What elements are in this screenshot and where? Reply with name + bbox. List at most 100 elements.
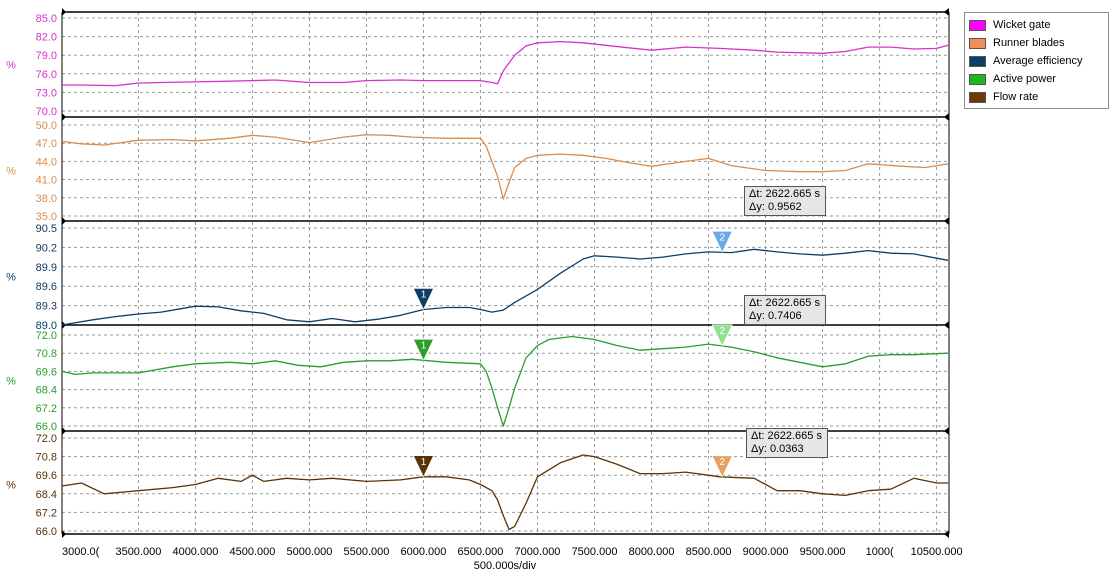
cursor-1-marker-power[interactable]: 1	[412, 338, 434, 361]
legend-swatch	[969, 19, 986, 31]
axis-arrow-left	[62, 113, 66, 121]
x-tick-label: 6500.000	[458, 546, 504, 558]
x-tick-label: 4500.000	[229, 546, 275, 558]
cursor-marker-label: 1	[421, 457, 427, 468]
y-tick-label: 89.3	[36, 301, 57, 313]
x-tick-label: 7500.000	[572, 546, 618, 558]
axis-arrow-left	[62, 427, 66, 435]
legend-item-wicket-gate[interactable]: Wicket gate	[965, 16, 1108, 34]
x-tick-label: 7000.000	[515, 546, 561, 558]
delta-box-flow: Δt: 2622.665 s Δy: 0.0363	[746, 428, 828, 458]
delta-y-text: Δy: 0.0363	[751, 443, 804, 455]
cursor-marker-shape	[412, 455, 434, 478]
delta-box-power: Δt: 2622.665 s Δy: 0.7406	[744, 295, 826, 325]
legend-swatch	[969, 73, 986, 85]
y-tick-label: 90.2	[36, 242, 57, 254]
y-tick-label: 66.0	[36, 526, 57, 538]
cursor-1-marker-flow[interactable]: 1	[412, 455, 434, 478]
series-line-wicket-gate	[62, 40, 949, 87]
y-tick-label: 41.0	[36, 175, 57, 187]
cursor-2-marker-flow[interactable]: 2	[711, 455, 733, 478]
y-tick-label: 70.0	[36, 106, 57, 118]
series-line-flow-rate	[61, 454, 948, 531]
x-tick-label: 8500.000	[686, 546, 732, 558]
legend-label: Wicket gate	[993, 19, 1051, 31]
y-axis-unit: %	[6, 166, 16, 178]
cursor-2-marker-power[interactable]: 2	[711, 324, 733, 347]
y-tick-label: 68.4	[36, 489, 57, 501]
legend-swatch	[969, 55, 986, 67]
delta-y-text: Δy: 0.7406	[749, 310, 802, 322]
cursor-marker-shape	[412, 338, 434, 361]
x-tick-label: 6000.000	[401, 546, 447, 558]
y-axis-unit: %	[6, 376, 16, 388]
x-axis-label: 500.000s/div	[474, 560, 537, 572]
y-tick-label: 70.8	[36, 452, 57, 464]
y-tick-label: 35.0	[36, 211, 57, 223]
legend-label: Active power	[993, 73, 1056, 85]
legend: Wicket gate Runner blades Average effici…	[964, 12, 1109, 109]
y-axis-unit: %	[6, 480, 16, 492]
cursor-marker-label: 2	[719, 232, 725, 243]
x-tick-label: 9000.000	[743, 546, 789, 558]
y-axis-unit: %	[6, 60, 16, 72]
x-tick-label: 9500.000	[800, 546, 846, 558]
y-tick-label: 90.5	[36, 223, 57, 235]
axis-arrow-right	[944, 530, 949, 538]
cursor-marker-shape	[711, 324, 733, 347]
cursor-1-marker-efficiency[interactable]: 1	[412, 288, 434, 311]
y-tick-label: 67.2	[36, 507, 57, 519]
x-tick-label: 3500.000	[115, 546, 161, 558]
series-line-runner-blades	[61, 134, 949, 200]
y-tick-label: 76.0	[36, 69, 57, 81]
y-tick-label: 70.8	[36, 348, 57, 360]
axis-arrow-right	[944, 8, 949, 16]
y-tick-label: 85.0	[36, 13, 57, 25]
legend-item-runner-blades[interactable]: Runner blades	[965, 34, 1108, 52]
delta-box-efficiency: Δt: 2622.665 s Δy: 0.9562	[744, 186, 826, 216]
y-tick-label: 47.0	[36, 138, 57, 150]
y-tick-label: 68.4	[36, 385, 57, 397]
delta-y-text: Δy: 0.9562	[749, 201, 802, 213]
x-tick-label: 8000.000	[629, 546, 675, 558]
delta-t-text: Δt: 2622.665 s	[749, 297, 820, 309]
cursor-marker-label: 2	[719, 326, 725, 337]
series-line-average-efficiency	[61, 248, 949, 326]
legend-item-average-efficiency[interactable]: Average efficiency	[965, 52, 1108, 70]
legend-label: Runner blades	[993, 37, 1065, 49]
y-tick-label: 73.0	[36, 87, 57, 99]
legend-item-flow-rate[interactable]: Flow rate	[965, 88, 1108, 106]
cursor-marker-label: 2	[719, 457, 725, 468]
y-tick-label: 69.6	[36, 366, 57, 378]
cursor-marker-shape	[412, 288, 434, 311]
y-tick-label: 44.0	[36, 156, 57, 168]
legend-swatch	[969, 91, 986, 103]
cursor-2-marker-efficiency[interactable]: 2	[711, 231, 733, 254]
axis-arrow-left	[62, 530, 66, 538]
y-tick-label: 89.9	[36, 262, 57, 274]
x-tick-label: 3000.0(	[62, 546, 100, 558]
y-tick-label: 89.0	[36, 320, 57, 332]
axis-arrow-right	[944, 217, 949, 225]
cursor-marker-label: 1	[421, 289, 427, 300]
legend-label: Flow rate	[993, 91, 1039, 103]
legend-label: Average efficiency	[993, 55, 1083, 67]
y-tick-label: 89.6	[36, 281, 57, 293]
cursor-marker-label: 1	[421, 340, 427, 351]
legend-swatch	[969, 37, 986, 49]
axis-arrow-left	[62, 8, 66, 16]
x-tick-label: 5500.000	[344, 546, 390, 558]
y-axis-unit: %	[6, 272, 16, 284]
y-tick-label: 66.0	[36, 421, 57, 433]
series-line-active-power	[61, 335, 949, 427]
y-tick-label: 82.0	[36, 32, 57, 44]
x-tick-label: 1000(	[866, 546, 894, 558]
axis-arrow-right	[944, 427, 949, 435]
legend-item-active-power[interactable]: Active power	[965, 70, 1108, 88]
x-tick-label: 4000.000	[172, 546, 218, 558]
delta-t-text: Δt: 2622.665 s	[749, 188, 820, 200]
y-tick-label: 50.0	[36, 120, 57, 132]
axis-arrow-right	[944, 321, 949, 329]
y-tick-label: 38.0	[36, 193, 57, 205]
